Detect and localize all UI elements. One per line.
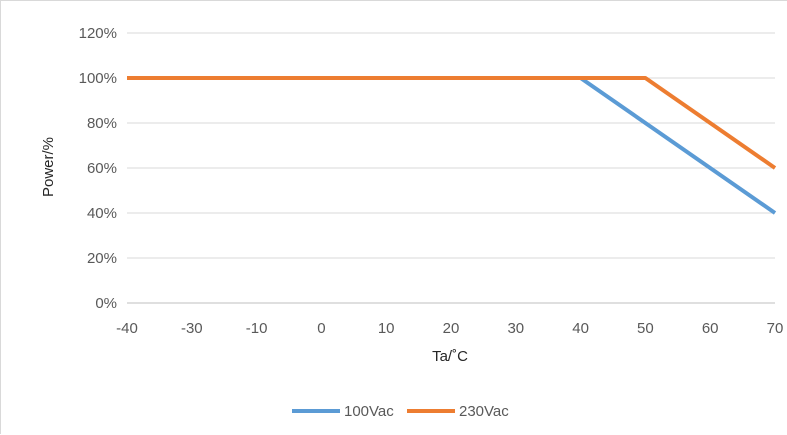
- x-tick-label: 30: [507, 320, 524, 337]
- x-tick-label: 40: [572, 320, 589, 337]
- legend-label-230Vac: 230Vac: [459, 403, 509, 420]
- legend: 100Vac 230Vac: [292, 403, 509, 420]
- x-tick-label: 60: [702, 320, 719, 337]
- x-tick-label: 70: [767, 320, 784, 337]
- x-tick-label: -40: [116, 320, 138, 337]
- x-tick-label: 50: [637, 320, 654, 337]
- x-tick-label: -10: [246, 320, 268, 337]
- y-tick-label: 80%: [87, 115, 117, 132]
- x-tick-label: 10: [378, 320, 395, 337]
- series-line-230Vac: [127, 76, 777, 170]
- x-tick-label: 0: [317, 320, 325, 337]
- x-axis-ticks: -40 -30 -10 0 10 20 30 40 50 60 70: [116, 320, 783, 337]
- y-tick-label: 20%: [87, 250, 117, 267]
- y-tick-label: 40%: [87, 205, 117, 222]
- x-tick-label: -30: [181, 320, 203, 337]
- grid-lines: [127, 32, 775, 304]
- y-axis-ticks: 0% 20% 40% 60% 80% 100% 120%: [79, 25, 117, 312]
- x-tick-label: 20: [443, 320, 460, 337]
- y-tick-label: 100%: [79, 70, 117, 87]
- y-axis-title: Power/%: [40, 137, 57, 197]
- y-tick-label: 120%: [79, 25, 117, 42]
- y-tick-label: 0%: [95, 295, 117, 312]
- legend-label-100Vac: 100Vac: [344, 403, 394, 420]
- series-lines: [127, 76, 777, 215]
- y-tick-label: 60%: [87, 160, 117, 177]
- x-axis-title: Ta/˚C: [432, 348, 468, 365]
